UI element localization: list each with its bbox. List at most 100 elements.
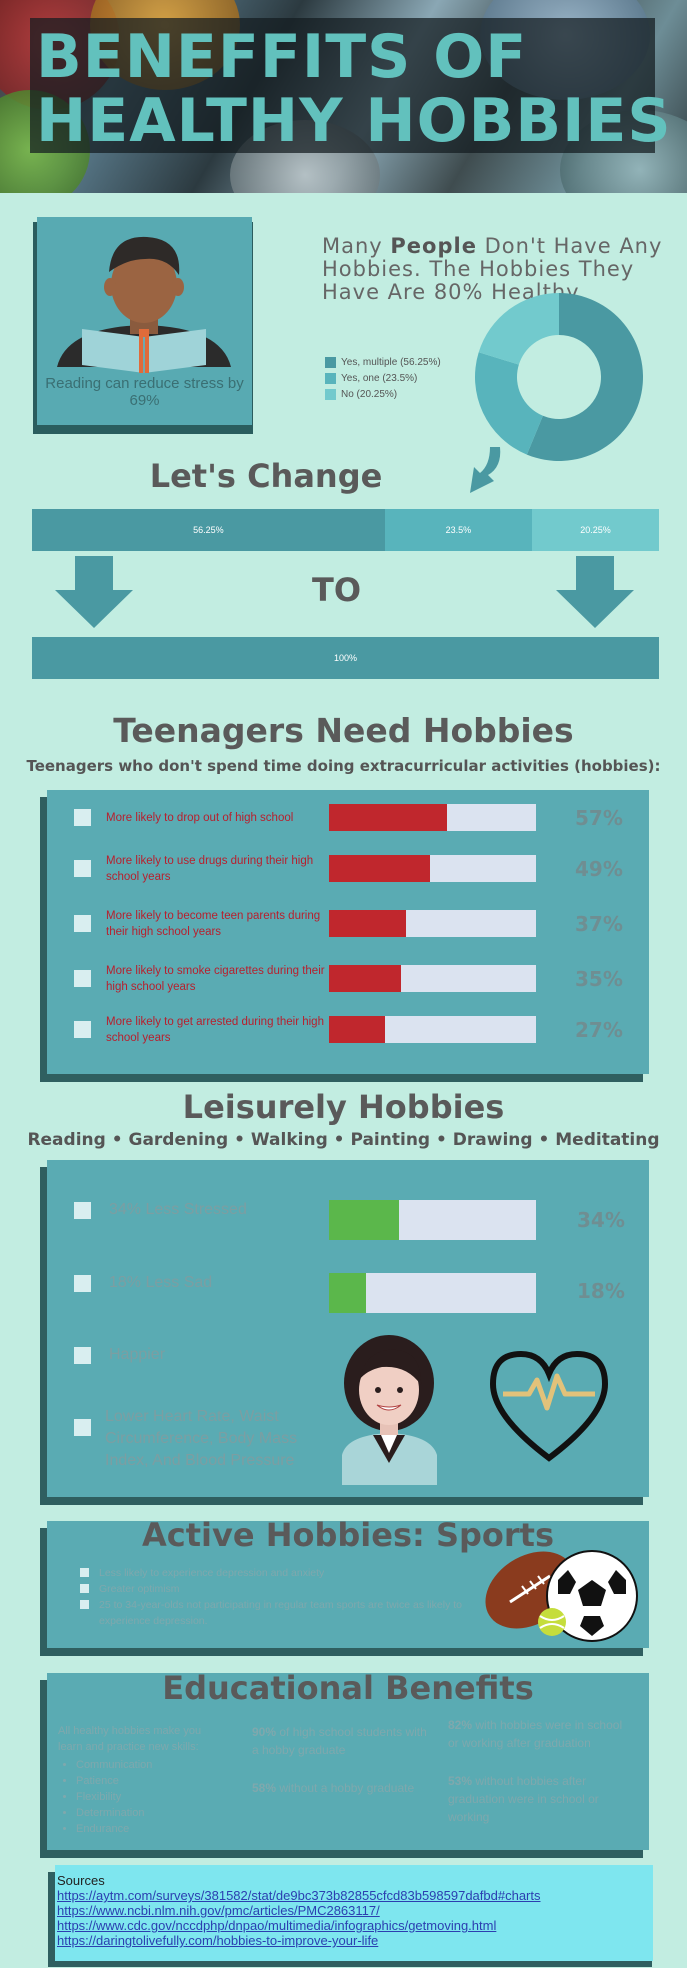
leisurely-pct: 34%	[577, 1208, 625, 1232]
checkbox-less-sad	[74, 1275, 91, 1292]
sources-box: Sources https://aytm.com/surveys/381582/…	[55, 1865, 653, 1961]
education-stat-58: 58% without a hobby graduate	[252, 1781, 415, 1795]
leisurely-item-label: Lower Heart Rate, Waist Circumference, B…	[105, 1408, 298, 1469]
skill-item: Endurance	[76, 1821, 218, 1837]
stat-checkbox	[74, 915, 91, 932]
education-stat-90: 90% of high school students with a hobby…	[252, 1725, 427, 1757]
skill-item: Communication	[76, 1757, 218, 1773]
curved-arrow-icon	[470, 447, 501, 493]
legend-swatch	[325, 389, 336, 400]
active-list-item: Less likely to experience depression and…	[80, 1565, 480, 1581]
donut-slice	[478, 293, 559, 365]
teen-stat-bar	[329, 804, 536, 831]
sources-title: Sources	[57, 1873, 105, 1888]
teen-stat-bar	[329, 855, 536, 882]
legend-label: Yes, multiple (56.25%)	[341, 357, 441, 368]
legend-swatch	[325, 373, 336, 384]
active-list-item: 25 to 34-year-olds not participating in …	[80, 1597, 480, 1629]
skill-item: Patience	[76, 1773, 218, 1789]
skill-item: Flexibility	[76, 1789, 218, 1805]
stat-checkbox	[74, 1021, 91, 1038]
leisurely-item-label: Happier	[109, 1346, 166, 1363]
teen-stat-label: More likely to get arrested during their…	[106, 1016, 324, 1044]
teen-stat-pct: 57%	[575, 806, 623, 830]
education-intro: All healthy hobbies make you learn and p…	[58, 1725, 202, 1753]
checkbox-happier	[74, 1347, 91, 1364]
active-item-text: Less likely to experience depression and…	[99, 1567, 325, 1579]
legend-label: No (20.25%)	[341, 389, 398, 400]
teen-stat-pct: 35%	[575, 967, 623, 991]
teenagers-subtitle: Teenagers who don't spend time doing ext…	[26, 757, 661, 775]
bullet-square	[80, 1584, 89, 1593]
page-title-line-1: BENEFFITS OF	[36, 22, 528, 92]
teenagers-title: Teenagers Need Hobbies	[113, 711, 574, 750]
stat-checkbox	[74, 860, 91, 877]
teen-stat-pct: 37%	[575, 912, 623, 936]
bullet-square	[80, 1600, 89, 1609]
legend-swatch	[325, 357, 336, 368]
teen-stat-bar	[329, 965, 536, 992]
leisurely-subtitle: Reading • Gardening • Walking • Painting…	[27, 1130, 660, 1150]
sports-balls-illustration	[485, 1550, 638, 1642]
source-link[interactable]: https://daringtolivefully.com/hobbies-to…	[57, 1933, 379, 1948]
heart-pulse-icon	[489, 1350, 609, 1462]
education-stat-82: 82% with hobbies were in school or worki…	[448, 1718, 623, 1750]
teen-stat-label: More likely to drop out of high school	[106, 812, 294, 824]
education-stat-53: 53% without hobbies after graduation wer…	[448, 1774, 599, 1824]
source-link[interactable]: https://www.ncbi.nlm.nih.gov/pmc/article…	[57, 1903, 380, 1918]
teen-stat-bar-fill	[329, 965, 402, 992]
leisurely-bar-fill	[329, 1273, 367, 1313]
target-distribution-bar: 100%	[32, 637, 659, 679]
education-skills-column: All healthy hobbies make you learn and p…	[58, 1723, 218, 1837]
hobbies-donut-chart	[475, 293, 643, 461]
leisurely-stat-label: 18% Less Sad	[109, 1274, 213, 1291]
teen-stat-pct: 27%	[575, 1018, 623, 1042]
reader-caption: Reading can reduce stress by 69%	[45, 375, 244, 409]
page-title-line-2: HEALTHY HOBBIES	[36, 86, 672, 156]
legend-item-no: No (20.25%)	[325, 389, 397, 400]
leisurely-pct: 18%	[577, 1279, 625, 1303]
education-panel	[47, 1673, 649, 1850]
stat-checkbox	[74, 970, 91, 987]
checkbox-less-stressed	[74, 1202, 91, 1219]
header-banner: BENEFFITS OF HEALTHY HOBBIES	[0, 0, 687, 193]
teen-stat-bar	[329, 910, 536, 937]
teen-stat-pct: 49%	[575, 857, 623, 881]
bar-segment-one: 23.5%	[384, 509, 533, 551]
leisurely-panel: 34% Less Stressed 34% 18% Less Sad 18% H…	[47, 1160, 649, 1497]
source-link[interactable]: https://www.cdc.gov/nccdphp/dnpao/multim…	[57, 1918, 497, 1933]
title-backdrop	[30, 18, 655, 153]
reader-card	[37, 217, 252, 425]
legend-item-one: Yes, one (23.5%)	[325, 373, 417, 384]
teen-stats-panel: More likely to drop out of high school 57…	[47, 790, 649, 1074]
teen-stat-bar-fill	[329, 1016, 385, 1043]
teen-stat-label: More likely to smoke cigarettes during t…	[106, 965, 325, 993]
leisurely-bar-stressed	[329, 1200, 536, 1240]
leisurely-stat-label: 34% Less Stressed	[109, 1201, 247, 1218]
leisurely-bar-sad	[329, 1273, 536, 1313]
down-arrow-left-icon	[55, 556, 133, 628]
education-graduation-column: 90% of high school students with a hobby…	[252, 1723, 427, 1797]
active-item-text: Greater optimism	[99, 1583, 180, 1595]
teen-stat-bar-fill	[329, 855, 431, 882]
legend-label: Yes, one (23.5%)	[341, 373, 418, 384]
hobbies-heading: Many People Don't Have Any Hobbies. The …	[322, 234, 663, 304]
bar-segment-multiple: 56.25%	[32, 509, 385, 551]
teen-stat-bar	[329, 1016, 536, 1043]
active-list-item: Greater optimism	[80, 1581, 480, 1597]
education-title: Educational Benefits	[162, 1669, 534, 1707]
bullet-square	[80, 1568, 89, 1577]
happy-woman-illustration	[342, 1335, 437, 1485]
teen-stat-label: More likely to become teen parents durin…	[106, 910, 321, 938]
skill-item: Determination	[76, 1805, 218, 1821]
donut-slice	[526, 293, 643, 461]
source-link[interactable]: https://aytm.com/surveys/381582/stat/de9…	[57, 1888, 541, 1903]
leisurely-title: Leisurely Hobbies	[182, 1088, 505, 1126]
leisurely-bar-fill	[329, 1200, 400, 1240]
skills-list: Communication Patience Flexibility Deter…	[58, 1757, 218, 1837]
active-title: Active Hobbies: Sports	[142, 1516, 554, 1554]
teen-stat-bar-fill	[329, 804, 447, 831]
down-arrow-right-icon	[556, 556, 634, 628]
legend-item-multiple: Yes, multiple (56.25%)	[325, 357, 441, 368]
teen-stat-bar-fill	[329, 910, 406, 937]
